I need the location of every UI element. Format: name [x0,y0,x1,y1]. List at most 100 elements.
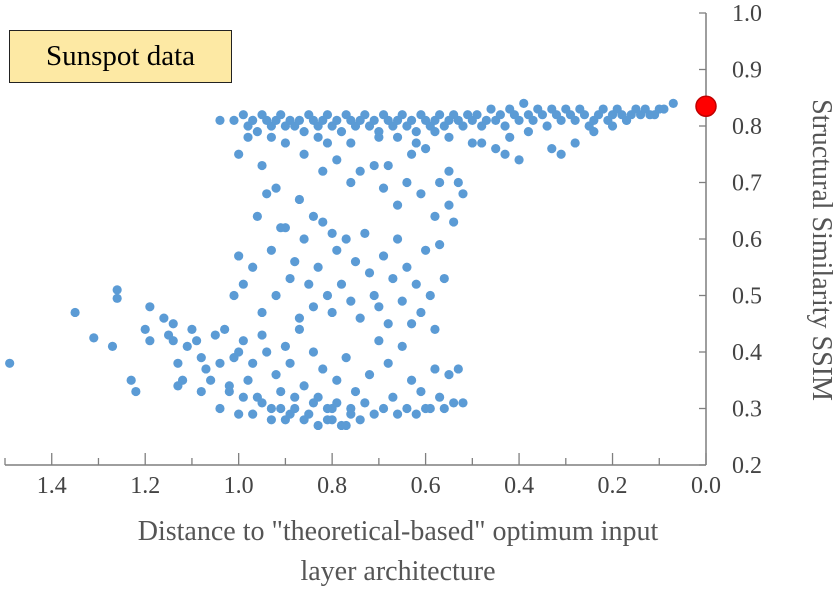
data-point [570,138,580,148]
data-point [495,110,505,120]
data-point [210,330,220,340]
data-point [369,409,379,419]
data-point [416,307,426,318]
data-point [271,183,281,193]
y-tick-label: 0.7 [732,171,762,197]
x-tick-label: 0.0 [691,473,721,499]
data-point [369,160,379,171]
data-point [262,189,272,199]
y-tick-label: 0.6 [732,227,762,253]
data-point [411,279,421,289]
data-point [201,364,211,374]
data-point [621,115,632,125]
x-tick-label: 0.4 [504,473,534,499]
data-point [336,127,347,137]
data-point [374,302,384,312]
optimum-point [695,95,717,117]
y-tick-labels: 1.0 0.9 0.8 0.7 0.6 0.5 0.4 0.3 0.2 [732,1,762,479]
data-point [168,336,178,346]
data-point [257,160,267,171]
data-point [355,415,365,425]
data-point [416,189,426,199]
data-point [252,211,262,221]
data-point [266,132,276,142]
data-point [435,110,445,120]
data-point [374,132,384,142]
data-point [360,110,370,120]
data-point [458,398,468,408]
data-point [276,223,286,233]
data-point [406,319,417,329]
data-point [435,392,445,402]
data-point [453,364,463,374]
data-point [537,110,548,120]
data-point [332,398,342,408]
data-point [500,149,510,159]
data-point [341,353,351,363]
data-point [458,121,468,131]
data-point [266,245,276,255]
x-tick-label: 0.6 [411,473,441,499]
data-point [528,115,538,125]
x-tick-label: 0.8 [317,473,347,499]
data-point [322,138,333,148]
data-point [308,302,319,312]
data-point [299,415,309,425]
data-point [238,279,248,289]
data-point [392,200,403,210]
data-point [257,307,267,318]
y-tick-label: 0.8 [732,114,762,140]
data-point [425,290,435,301]
y-tick-label: 0.5 [732,284,762,310]
data-point [355,166,365,176]
data-point [145,336,155,346]
data-point [579,110,590,120]
data-point [392,234,403,244]
data-point [70,307,80,318]
data-point [402,177,412,188]
data-point [332,375,342,385]
data-point [383,319,393,329]
data-point [206,375,216,385]
x-tick-label: 1.0 [224,473,254,499]
data-point [346,177,356,188]
data-point [360,398,370,408]
data-point [299,149,309,159]
data-point [5,358,15,368]
data-point [402,403,412,414]
x-axis-title-line-1: Distance to "theoretical-based" optimum … [138,516,659,547]
data-point [285,358,295,368]
data-point [215,403,225,414]
data-point [234,347,244,357]
data-point [439,403,449,414]
data-point [341,234,351,244]
y-tick-marks [699,12,706,466]
data-point [378,251,389,261]
data-point [388,392,398,402]
data-point [421,144,431,154]
data-point [519,98,529,108]
data-point [444,200,454,210]
data-point [168,319,178,329]
data-point [238,336,248,346]
data-point [290,257,300,267]
data-point [598,104,608,114]
data-point [196,386,206,397]
data-point [435,177,445,188]
data-point [500,121,510,131]
data-point [514,115,524,125]
data-point [350,386,361,397]
data-point [322,403,333,414]
data-point [449,217,459,227]
data-point [318,217,328,227]
data-point [453,177,463,188]
data-point [332,115,342,125]
data-point [248,358,258,368]
data-point [467,138,477,148]
data-point [411,127,421,137]
data-point [542,121,552,131]
data-point [406,115,417,125]
y-axis-title: Structural Similarity SSIM [806,99,836,401]
x-tick-label: 0.2 [598,473,628,499]
data-point [327,415,337,425]
